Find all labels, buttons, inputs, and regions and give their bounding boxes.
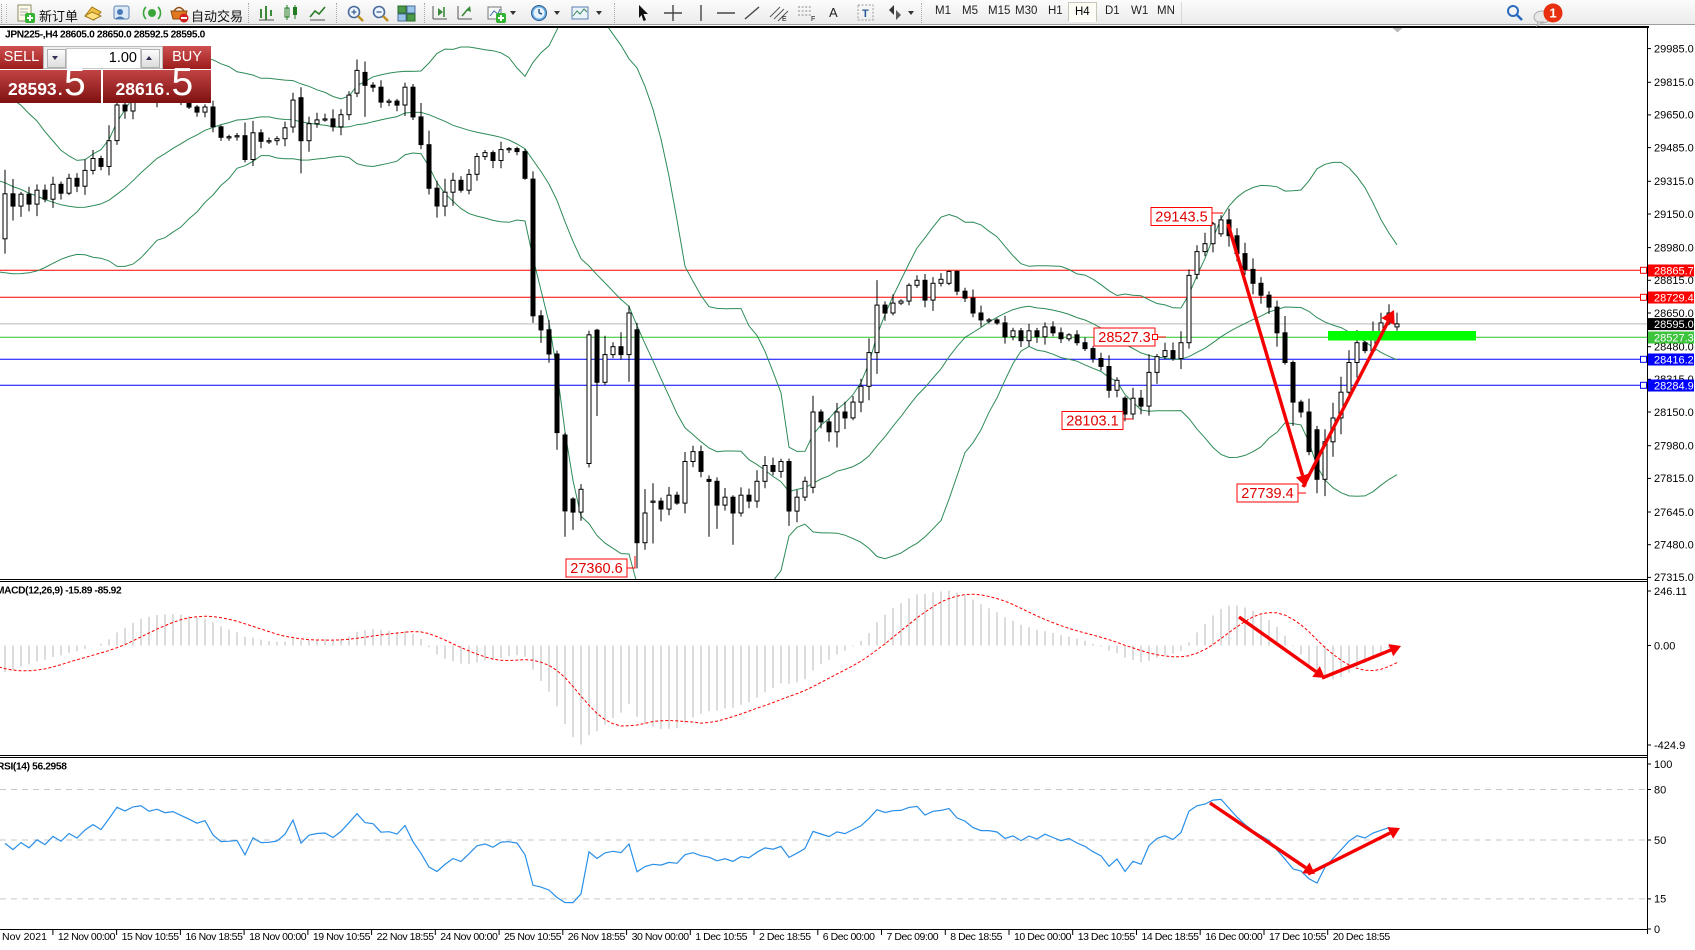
svg-text:19 Nov 10:55: 19 Nov 10:55 [313,931,371,943]
svg-text:16 Dec 00:00: 16 Dec 00:00 [1205,931,1263,943]
svg-text:6 Dec 00:00: 6 Dec 00:00 [823,931,875,943]
svg-text:0.00: 0.00 [1654,640,1675,652]
svg-text:28980.0: 28980.0 [1654,242,1694,254]
svg-text:27980.0: 27980.0 [1654,441,1694,453]
svg-text:28865.7: 28865.7 [1654,265,1694,277]
svg-text:29315.0: 29315.0 [1654,176,1694,188]
svg-text:28527.3: 28527.3 [1098,330,1150,346]
svg-text:29985.0: 29985.0 [1654,43,1694,55]
svg-text:RSI(14) 56.2958: RSI(14) 56.2958 [0,762,67,773]
svg-text:24 Nov 00:00: 24 Nov 00:00 [440,931,498,943]
svg-text:27315.0: 27315.0 [1654,572,1694,584]
svg-text:27815.0: 27815.0 [1654,473,1694,485]
svg-text:28650.0: 28650.0 [1654,308,1694,320]
svg-text:29143.5: 29143.5 [1155,210,1207,226]
svg-text:28416.2: 28416.2 [1654,354,1694,366]
svg-text:20 Dec 18:55: 20 Dec 18:55 [1333,931,1391,943]
svg-text:-424.9: -424.9 [1654,740,1685,752]
svg-text:7 Dec 09:00: 7 Dec 09:00 [887,931,939,943]
svg-text:13 Dec 10:55: 13 Dec 10:55 [1078,931,1136,943]
svg-text:F: F [811,16,815,23]
svg-text:29485.0: 29485.0 [1654,142,1694,154]
svg-text:27739.4: 27739.4 [1241,486,1293,502]
svg-text:30 Nov 00:00: 30 Nov 00:00 [632,931,690,943]
svg-text:1 Dec 10:55: 1 Dec 10:55 [695,931,747,943]
svg-text:8 Dec 18:55: 8 Dec 18:55 [950,931,1002,943]
svg-text:15: 15 [1654,894,1666,906]
svg-text:29650.0: 29650.0 [1654,110,1694,122]
svg-text:27480.0: 27480.0 [1654,540,1694,552]
svg-text:16 Nov 18:55: 16 Nov 18:55 [185,931,243,943]
svg-text:28729.4: 28729.4 [1654,292,1694,304]
svg-text:50: 50 [1654,835,1666,847]
svg-text:28595.0: 28595.0 [1654,319,1694,331]
svg-text:22 Nov 18:55: 22 Nov 18:55 [377,931,435,943]
svg-text:2 Dec 18:55: 2 Dec 18:55 [759,931,811,943]
svg-text:28815.0: 28815.0 [1654,275,1694,287]
svg-text:10 Dec 00:00: 10 Dec 00:00 [1014,931,1072,943]
svg-text:T: T [862,8,869,20]
svg-text:17 Dec 10:55: 17 Dec 10:55 [1269,931,1327,943]
svg-text:18 Nov 00:00: 18 Nov 00:00 [249,931,307,943]
svg-text:28527.3: 28527.3 [1654,332,1694,344]
svg-text:12 Nov 00:00: 12 Nov 00:00 [58,931,116,943]
svg-text:29150.0: 29150.0 [1654,209,1694,221]
svg-text:14 Dec 18:55: 14 Dec 18:55 [1142,931,1200,943]
svg-text:246.11: 246.11 [1654,586,1687,598]
svg-text:28480.0: 28480.0 [1654,342,1694,354]
svg-text:27645.0: 27645.0 [1654,507,1694,519]
svg-text:26 Nov 18:55: 26 Nov 18:55 [568,931,626,943]
svg-text:0: 0 [1654,924,1660,936]
svg-text:28150.0: 28150.0 [1654,407,1694,419]
svg-text:MACD(12,26,9) -15.89 -85.92: MACD(12,26,9) -15.89 -85.92 [0,586,122,597]
svg-text:25 Nov 10:55: 25 Nov 10:55 [504,931,562,943]
svg-text:29815.0: 29815.0 [1654,77,1694,89]
svg-text:100: 100 [1654,759,1672,771]
svg-text:E: E [782,16,787,23]
svg-text:28284.9: 28284.9 [1654,380,1694,392]
svg-text:JPN225-,H4 28605.0 28650.0 28: JPN225-,H4 28605.0 28650.0 28592.5 28595… [5,30,206,41]
svg-text:80: 80 [1654,784,1666,796]
svg-text:1: 1 [1549,6,1556,21]
svg-text:28103.1: 28103.1 [1066,414,1118,430]
svg-text:27360.6: 27360.6 [570,561,622,577]
svg-text:15 Nov 10:55: 15 Nov 10:55 [122,931,180,943]
svg-text:Nov 2021: Nov 2021 [2,931,47,943]
